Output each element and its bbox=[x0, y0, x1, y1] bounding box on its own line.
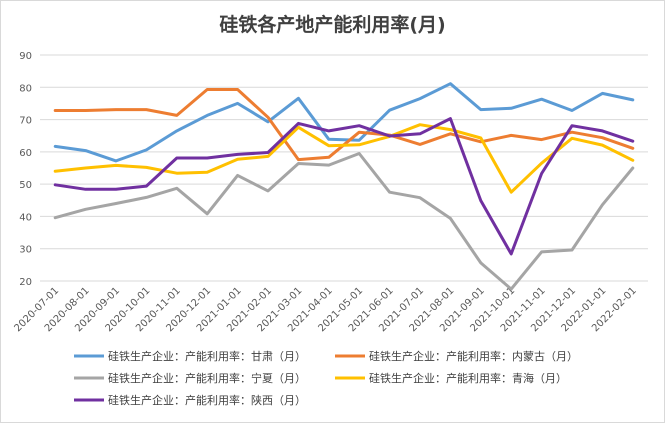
grid-lines bbox=[40, 54, 648, 282]
x-axis: 2020-07-012020-08-012020-09-012020-10-01… bbox=[12, 285, 638, 334]
legend-label: 硅铁生产企业：产能利用率：宁夏（月） bbox=[108, 371, 306, 385]
y-tick-label: 50 bbox=[19, 180, 32, 191]
series-line-2 bbox=[53, 152, 635, 291]
y-tick-label: 60 bbox=[19, 148, 32, 159]
legend-label: 硅铁生产企业：产能利用率：内蒙古（月） bbox=[369, 349, 578, 363]
y-tick-label: 80 bbox=[19, 83, 32, 94]
y-tick-label: 90 bbox=[19, 51, 32, 62]
y-tick-label: 20 bbox=[19, 277, 32, 288]
series-line-4 bbox=[53, 117, 635, 256]
series-line-3 bbox=[53, 123, 635, 194]
legend-label: 硅铁生产企业：产能利用率：青海（月） bbox=[369, 371, 567, 385]
legend-label: 硅铁生产企业：产能利用率：甘肃（月） bbox=[108, 349, 306, 363]
series-line-0 bbox=[53, 82, 635, 163]
y-tick-label: 30 bbox=[19, 245, 32, 256]
y-tick-label: 40 bbox=[19, 212, 32, 223]
chart-title: 硅铁各产地产能利用率(月) bbox=[219, 14, 446, 36]
y-axis: 20 30 40 50 60 70 80 90 bbox=[19, 51, 32, 288]
series-lines bbox=[53, 82, 635, 291]
y-tick-label: 70 bbox=[19, 116, 32, 127]
legend-label: 硅铁生产企业：产能利用率：陕西（月） bbox=[108, 393, 306, 407]
legend: 硅铁生产企业：产能利用率：甘肃（月） 硅铁生产企业：产能利用率：内蒙古（月） 硅铁生… bbox=[74, 349, 578, 407]
